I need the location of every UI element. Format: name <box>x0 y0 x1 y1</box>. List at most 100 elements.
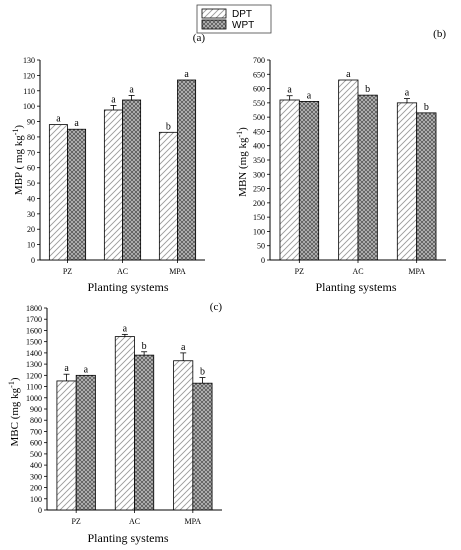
panel-b-ytick-label: 550 <box>253 99 265 108</box>
panel-a-significance-letter: a <box>184 69 189 80</box>
panel-a-ylabel: MBP ( mg kg-1) <box>11 125 25 195</box>
panel-b-ytick-label: 200 <box>253 199 265 208</box>
panel-a-ytick-label: 40 <box>27 194 35 203</box>
panel-c-bar-wpt <box>192 382 213 511</box>
panel-label-c: (c) <box>210 301 223 313</box>
panel-a-ylabel-main: MBP ( mg kg <box>13 135 25 195</box>
panel-c-ylabel: MBC (mg kg-1) <box>7 377 21 446</box>
panel-a-xlabel: Planting systems <box>87 280 168 294</box>
panel-b-bar-wpt <box>357 94 378 261</box>
panel-c-bars: a a a b a b <box>56 323 213 511</box>
panel-b-ytick-label: 600 <box>253 85 265 94</box>
panel-b-ytick-label: 700 <box>253 56 265 65</box>
panel-a-bar-dpt <box>48 124 68 261</box>
panel-b-axes: 0 50 100 150 200 250 300 350 400 450 500 550 600 650 7… <box>253 56 446 276</box>
panel-c-ytick-label: 900 <box>30 405 42 414</box>
panel-c-ylabel-sup: -1 <box>7 381 16 388</box>
panel-c-significance-letter: a <box>84 364 89 375</box>
panel-c-ytick-label: 1700 <box>26 315 42 324</box>
panel-a-bars: a a a a b a <box>48 69 197 261</box>
panel-b-significance-letter: b <box>424 102 429 113</box>
panel-a-ytick-label: 20 <box>27 225 35 234</box>
panel-b-ytick-label: 0 <box>261 256 265 265</box>
panel-c-ytick-label: 300 <box>30 472 42 481</box>
panel-a-ytick-label: 70 <box>27 148 35 157</box>
panel-c-bar-dpt <box>173 360 194 511</box>
panel-c-ytick-label: 1400 <box>26 349 42 358</box>
panel-b-ytick-label: 50 <box>257 242 265 251</box>
legend-swatch-wpt <box>201 19 227 30</box>
panel-c-ytick-label: 1500 <box>26 338 42 347</box>
panel-a-significance-letter: a <box>129 84 134 95</box>
panel-b-significance-letter: a <box>307 90 312 101</box>
panel-a-ytick-label: 10 <box>27 241 35 250</box>
panel-c-xtick-label: MPA <box>185 517 202 526</box>
panel-a: (a) 0 10 20 30 40 50 60 70 80 90 100 110 120 130 PZ AC M… <box>11 32 205 294</box>
panel-c-bar-dpt <box>56 380 77 511</box>
panel-c-significance-letter: a <box>123 323 128 334</box>
panel-c-bar-wpt <box>75 374 96 511</box>
panel-c-bar-dpt <box>114 336 135 511</box>
panel-b-significance-letter: a <box>405 88 410 99</box>
panel-a-ylabel-end: ) <box>13 125 25 129</box>
panel-c-ytick-label: 1100 <box>26 383 42 392</box>
panel-b-xtick-label: MPA <box>408 267 425 276</box>
panel-c-ytick-label: 800 <box>30 416 42 425</box>
panel-c-ytick-label: 1800 <box>26 304 42 313</box>
panel-b-bar-wpt <box>298 101 320 261</box>
panel-b-bar-dpt <box>338 79 359 261</box>
panel-b-ylabel-sup: -1 <box>235 131 244 138</box>
panel-b-ylabel-end: ) <box>237 127 249 131</box>
panel-label-a: (a) <box>193 32 206 44</box>
panel-a-xtick-label: PZ <box>63 267 72 276</box>
panel-c-ytick-label: 500 <box>30 450 42 459</box>
panel-a-ytick-label: 120 <box>23 71 35 80</box>
panel-a-significance-letter: a <box>74 118 79 129</box>
panel-c-ytick-label: 400 <box>30 461 42 470</box>
panel-a-ytick-label: 50 <box>27 179 35 188</box>
panel-c-ytick-label: 1600 <box>26 326 42 335</box>
panel-a-ytick-label: 80 <box>27 133 35 142</box>
panel-b-significance-letter: b <box>365 84 370 95</box>
legend-label-wpt: WPT <box>232 20 254 31</box>
panel-c-significance-letter: b <box>200 367 205 378</box>
panel-b-bar-dpt <box>279 99 300 261</box>
panel-b-ytick-label: 250 <box>253 185 265 194</box>
panel-a-ytick-label: 110 <box>23 87 35 96</box>
panel-b-ytick-label: 650 <box>253 70 265 79</box>
panel-b-xtick-label: PZ <box>295 267 304 276</box>
legend-swatch-dpt <box>201 8 227 19</box>
legend-label-dpt: DPT <box>232 9 252 20</box>
panel-c-ytick-label: 0 <box>38 506 42 515</box>
panel-c-ytick-label: 1200 <box>26 371 42 380</box>
panel-b-xlabel: Planting systems <box>315 280 396 294</box>
panel-b-ytick-label: 500 <box>253 113 265 122</box>
panel-c-ytick-label: 1300 <box>26 360 42 369</box>
panel-b-ytick-label: 450 <box>253 127 265 136</box>
panel-b-significance-letter: a <box>287 85 292 96</box>
panel-a-ytick-label: 90 <box>27 118 35 127</box>
panel-label-b: (b) <box>433 28 446 40</box>
panel-c-significance-letter: b <box>142 341 147 352</box>
panel-a-ytick-label: 130 <box>23 56 35 65</box>
panel-c-significance-letter: a <box>64 363 69 374</box>
panel-b-xtick-label: AC <box>352 267 363 276</box>
panel-a-ytick-label: 0 <box>31 256 35 265</box>
panel-a-bar-dpt <box>103 109 123 261</box>
panel-c-xtick-label: AC <box>129 517 140 526</box>
panel-b-ytick-label: 400 <box>253 142 265 151</box>
panel-b-ytick-label: 300 <box>253 170 265 179</box>
panel-c-bar-wpt <box>134 354 155 511</box>
panel-c: (c) 0 100 200 300 400 500 600 700 800 900 1000 1100… <box>7 301 222 545</box>
panel-b-ylabel-main: MBN (mg kg <box>237 137 249 197</box>
panel-c-ytick-label: 200 <box>30 484 42 493</box>
panel-c-significance-letter: a <box>181 342 186 353</box>
panel-c-ytick-label: 600 <box>30 439 42 448</box>
panel-c-xtick-label: PZ <box>71 517 80 526</box>
panel-b-significance-letter: a <box>346 69 351 80</box>
panel-a-significance-letter: a <box>111 94 116 105</box>
panel-a-bar-dpt <box>158 131 178 261</box>
panel-a-significance-letter: a <box>56 114 61 125</box>
panel-b-bar-wpt <box>416 112 437 261</box>
